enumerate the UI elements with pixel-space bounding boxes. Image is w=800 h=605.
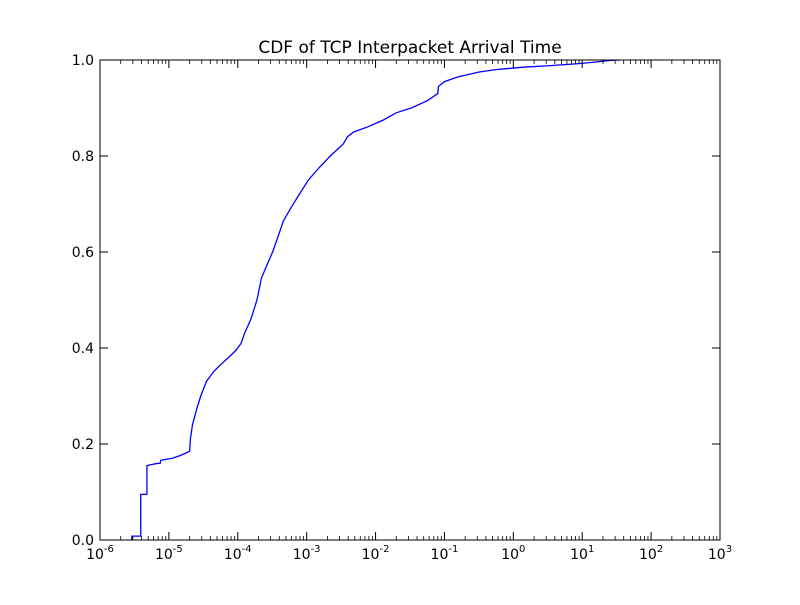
y-tick-label: 0.6 — [72, 245, 94, 261]
x-tick-label: 10-3 — [293, 544, 321, 563]
x-tick-label-exponent: 1 — [588, 544, 594, 555]
x-tick-label: 100 — [501, 544, 525, 563]
x-tick-label-exponent: -6 — [104, 544, 114, 555]
y-tick-label: 0.8 — [72, 149, 94, 165]
y-tick-label: 1.0 — [72, 53, 94, 69]
x-tick-label: 101 — [570, 544, 594, 563]
x-tick-label: 10-2 — [362, 544, 390, 563]
x-tick-label: 10-5 — [155, 544, 183, 563]
chart-title: CDF of TCP Interpacket Arrival Time — [258, 38, 561, 58]
x-tick-label: 102 — [639, 544, 663, 563]
x-tick-label-base: 10 — [224, 547, 242, 563]
x-tick-label-exponent: 0 — [519, 544, 525, 555]
y-tick-label: 0.2 — [72, 437, 94, 453]
x-tick-label-exponent: 2 — [657, 544, 663, 555]
y-tick-label: 0.0 — [72, 533, 94, 549]
x-tick-label-exponent: -1 — [448, 544, 458, 555]
x-tick-label-exponent: -2 — [379, 544, 389, 555]
x-tick-label: 10-6 — [86, 544, 114, 563]
cdf-series-line-0 — [131, 59, 620, 540]
plot-area-frame — [99, 59, 721, 541]
x-tick-label: 10-1 — [431, 544, 459, 563]
x-tick-label-base: 10 — [362, 547, 380, 563]
x-tick-label-exponent: 3 — [726, 544, 732, 555]
x-tick-label-base: 10 — [431, 547, 449, 563]
x-tick-label: 103 — [708, 544, 732, 563]
x-tick-label-exponent: -3 — [311, 544, 321, 555]
x-tick-label-base: 10 — [293, 547, 311, 563]
x-tick-label-base: 10 — [155, 547, 173, 563]
x-tick-label-base: 10 — [639, 547, 657, 563]
x-tick-label-exponent: -4 — [242, 544, 252, 555]
x-tick-label-base: 10 — [501, 547, 519, 563]
x-tick-label-exponent: -5 — [173, 544, 183, 555]
x-tick-label-base: 10 — [708, 547, 726, 563]
x-tick-label: 10-4 — [224, 544, 252, 563]
y-tick-label: 0.4 — [72, 341, 94, 357]
x-tick-label-base: 10 — [570, 547, 588, 563]
x-tick-label-base: 10 — [86, 547, 104, 563]
